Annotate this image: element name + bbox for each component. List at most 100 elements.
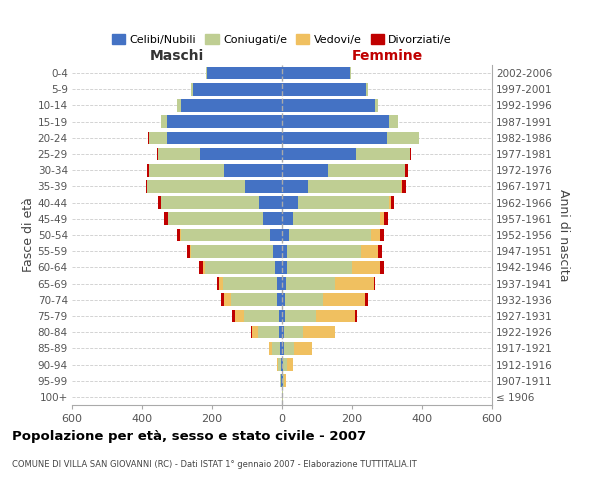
- Text: Popolazione per età, sesso e stato civile - 2007: Popolazione per età, sesso e stato civil…: [12, 430, 366, 443]
- Bar: [282, 83, 366, 96]
- Bar: [350, 67, 351, 80]
- Bar: [232, 310, 235, 322]
- Y-axis label: Anni di nascita: Anni di nascita: [557, 188, 569, 281]
- Bar: [387, 132, 419, 144]
- Bar: [284, 326, 303, 338]
- Bar: [224, 164, 282, 176]
- Bar: [335, 278, 374, 290]
- Bar: [355, 310, 356, 322]
- Bar: [193, 83, 282, 96]
- Bar: [199, 261, 203, 274]
- Bar: [177, 99, 181, 112]
- Bar: [389, 116, 398, 128]
- Bar: [282, 326, 284, 338]
- Bar: [181, 99, 282, 112]
- Bar: [270, 228, 282, 241]
- Bar: [282, 99, 375, 112]
- Bar: [259, 196, 282, 209]
- Bar: [251, 326, 252, 338]
- Y-axis label: Fasce di età: Fasce di età: [22, 198, 35, 272]
- Bar: [375, 99, 378, 112]
- Bar: [245, 180, 282, 192]
- Bar: [402, 180, 406, 192]
- Bar: [316, 310, 355, 322]
- Bar: [374, 278, 376, 290]
- Bar: [279, 326, 282, 338]
- Bar: [282, 374, 283, 387]
- Bar: [277, 358, 278, 371]
- Bar: [285, 294, 323, 306]
- Bar: [224, 294, 231, 306]
- Bar: [282, 116, 389, 128]
- Bar: [282, 148, 355, 160]
- Bar: [380, 212, 384, 225]
- Bar: [223, 278, 277, 290]
- Bar: [378, 245, 382, 258]
- Bar: [294, 342, 312, 354]
- Bar: [282, 294, 285, 306]
- Bar: [147, 164, 149, 176]
- Bar: [244, 310, 278, 322]
- Bar: [181, 228, 270, 241]
- Bar: [361, 245, 378, 258]
- Bar: [269, 342, 271, 354]
- Bar: [282, 358, 283, 371]
- Bar: [380, 228, 383, 241]
- Bar: [221, 294, 224, 306]
- Bar: [164, 212, 168, 225]
- Bar: [401, 180, 402, 192]
- Bar: [289, 228, 371, 241]
- Bar: [365, 294, 368, 306]
- Bar: [191, 245, 273, 258]
- Bar: [282, 67, 350, 80]
- Bar: [380, 261, 384, 274]
- Bar: [293, 212, 380, 225]
- Bar: [384, 212, 388, 225]
- Bar: [282, 310, 285, 322]
- Bar: [303, 326, 335, 338]
- Bar: [158, 196, 161, 209]
- Bar: [273, 245, 282, 258]
- Bar: [323, 294, 365, 306]
- Bar: [284, 342, 294, 354]
- Bar: [200, 148, 282, 160]
- Bar: [371, 228, 380, 241]
- Bar: [149, 132, 167, 144]
- Text: Maschi: Maschi: [150, 50, 204, 64]
- Bar: [252, 326, 258, 338]
- Bar: [282, 390, 283, 403]
- Bar: [277, 278, 282, 290]
- Bar: [235, 310, 244, 322]
- Bar: [410, 148, 411, 160]
- Bar: [157, 148, 158, 160]
- Bar: [287, 261, 352, 274]
- Bar: [366, 83, 368, 96]
- Bar: [203, 261, 205, 274]
- Bar: [277, 294, 282, 306]
- Bar: [285, 310, 316, 322]
- Bar: [391, 196, 394, 209]
- Bar: [263, 212, 282, 225]
- Bar: [207, 67, 282, 80]
- Bar: [147, 180, 245, 192]
- Text: COMUNE DI VILLA SAN GIOVANNI (RC) - Dati ISTAT 1° gennaio 2007 - Elaborazione TU: COMUNE DI VILLA SAN GIOVANNI (RC) - Dati…: [12, 460, 417, 469]
- Bar: [149, 164, 224, 176]
- Bar: [271, 342, 280, 354]
- Bar: [146, 180, 147, 192]
- Bar: [405, 164, 408, 176]
- Bar: [168, 212, 263, 225]
- Bar: [355, 148, 410, 160]
- Bar: [287, 358, 293, 371]
- Bar: [282, 164, 328, 176]
- Bar: [389, 196, 391, 209]
- Bar: [231, 294, 277, 306]
- Bar: [206, 67, 207, 80]
- Bar: [191, 83, 193, 96]
- Bar: [148, 132, 149, 144]
- Bar: [280, 342, 282, 354]
- Bar: [283, 374, 284, 387]
- Bar: [282, 180, 308, 192]
- Bar: [282, 212, 293, 225]
- Bar: [281, 374, 282, 387]
- Bar: [219, 278, 223, 290]
